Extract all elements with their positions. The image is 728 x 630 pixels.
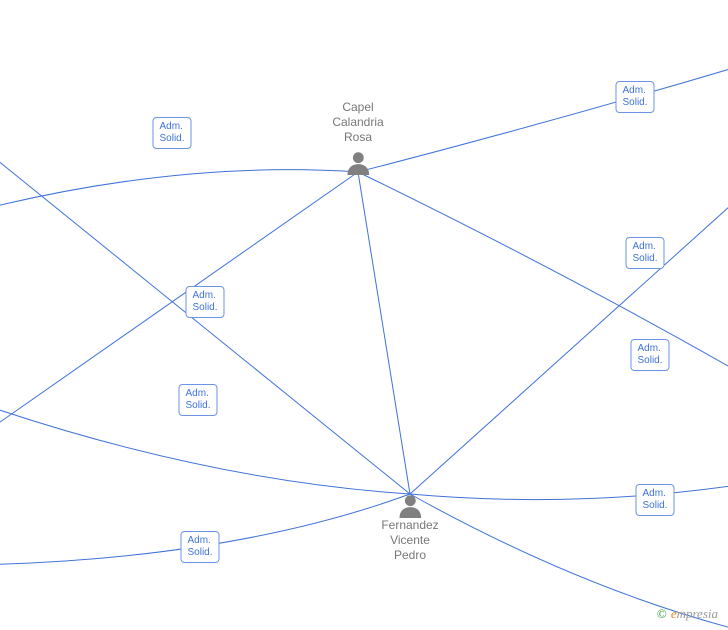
watermark: ©empresia: [657, 606, 718, 622]
edge-label: Adm. Solid.: [178, 384, 217, 416]
edge-label: Adm. Solid.: [185, 286, 224, 318]
edge-line: [358, 172, 410, 494]
edge-label: Adm. Solid.: [152, 117, 191, 149]
person-label: Capel Calandria Rosa: [332, 100, 383, 145]
person-node[interactable]: Capel Calandria Rosa: [332, 100, 383, 175]
network-diagram: ©empresia Adm. Solid. Adm. Solid. Adm. Sol…: [0, 0, 728, 630]
edge-label: Adm. Solid.: [615, 81, 654, 113]
edge-line: [358, 172, 728, 390]
edge-label: Adm. Solid.: [630, 339, 669, 371]
person-icon: [381, 492, 438, 518]
edge-line: [410, 170, 728, 494]
copyright-symbol: ©: [657, 606, 667, 621]
edge-label: Adm. Solid.: [180, 531, 219, 563]
edge-label: Adm. Solid.: [635, 484, 674, 516]
edge-line: [358, 60, 728, 172]
edge-label: Adm. Solid.: [625, 237, 664, 269]
person-node[interactable]: Fernandez Vicente Pedro: [381, 488, 438, 563]
edge-line: [410, 480, 728, 500]
edge-line: [0, 170, 358, 210]
person-label: Fernandez Vicente Pedro: [381, 518, 438, 563]
brand-rest: mpresia: [677, 606, 718, 621]
person-icon: [332, 149, 383, 175]
